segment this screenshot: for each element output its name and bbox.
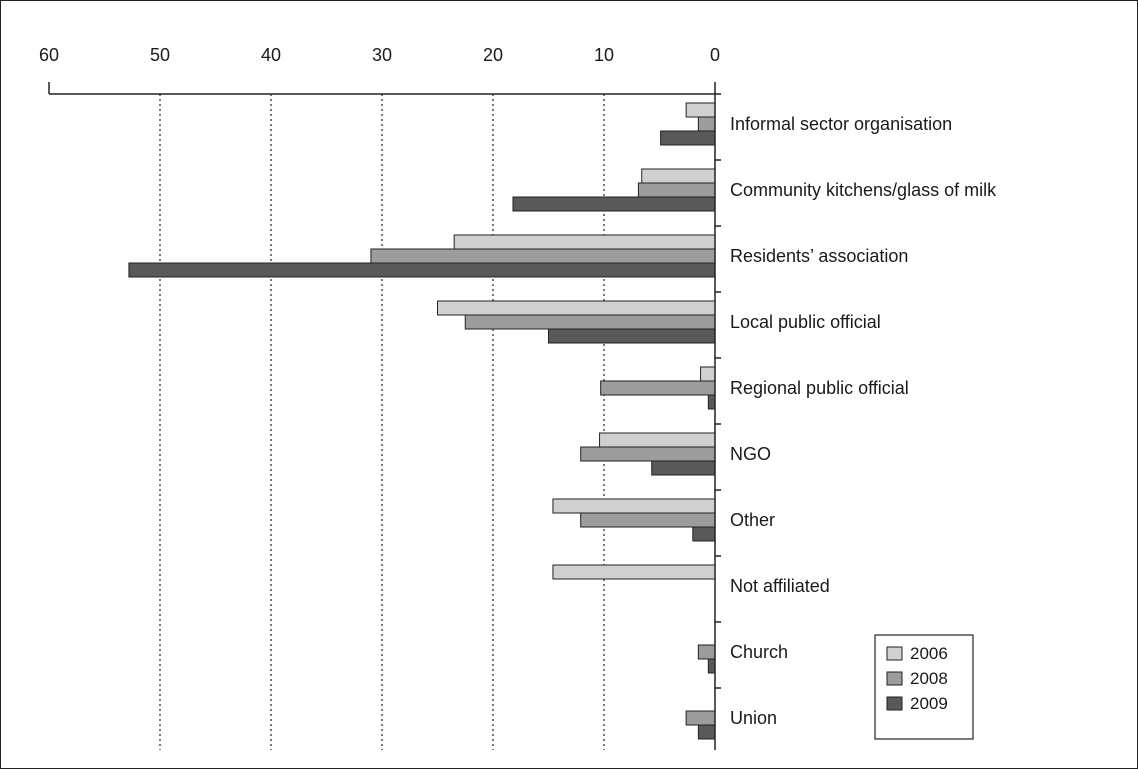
bar-2009 [692,526,716,542]
x-tick-label: 50 [150,45,170,65]
bar-2006 [641,168,716,184]
axes [48,82,721,750]
bar-2009 [707,658,716,674]
x-tick-labels: 60 50 40 30 20 10 0 [39,45,720,65]
bar-2008 [370,248,716,264]
category-label: Other [730,510,775,530]
category-label: Church [730,642,788,662]
legend-label: 2009 [910,694,948,713]
bar-2006 [437,300,716,316]
category-label: Local public official [730,312,881,332]
bar-2009 [128,262,716,278]
grid-lines [159,94,605,750]
bar-2008 [685,710,716,726]
bar-2008 [697,116,716,132]
legend-swatch-2008 [886,671,903,686]
category-label: Union [730,708,777,728]
x-tick-label: 30 [372,45,392,65]
x-tick-label: 20 [483,45,503,65]
bar-2008 [600,380,716,396]
bar-2006 [700,366,716,382]
bar-2009 [660,130,716,146]
x-tick-label: 60 [39,45,59,65]
bar-2006 [552,498,716,514]
category-labels: Informal sector organisation Community ki… [730,114,997,728]
category-label: Residents’ association [730,246,908,266]
category-label: Informal sector organisation [730,114,952,134]
bar-2008 [464,314,716,330]
bar-2006 [453,234,716,250]
bar-2009 [697,724,716,740]
legend-label: 2006 [910,644,948,663]
bar-2006 [599,432,716,448]
legend-swatch-2006 [886,646,903,661]
bars [128,102,716,740]
category-label: Community kitchens/glass of milk [730,180,997,200]
bar-2006 [552,564,716,580]
bar-2008 [580,446,716,462]
bar-2009 [548,328,716,344]
bar-2008 [697,644,716,660]
bar-2009 [512,196,716,212]
category-label: Not affiliated [730,576,830,596]
x-tick-label: 10 [594,45,614,65]
x-tick-label: 0 [710,45,720,65]
legend: 2006 2008 2009 [874,634,974,740]
bar-2008 [637,182,716,198]
legend-swatch-2009 [886,696,903,711]
bar-2009 [651,460,716,476]
bar-2006 [685,102,716,118]
category-label: Regional public official [730,378,909,398]
bar-2009 [707,394,716,410]
legend-label: 2008 [910,669,948,688]
category-label: NGO [730,444,771,464]
bar-2008 [580,512,716,528]
x-tick-label: 40 [261,45,281,65]
